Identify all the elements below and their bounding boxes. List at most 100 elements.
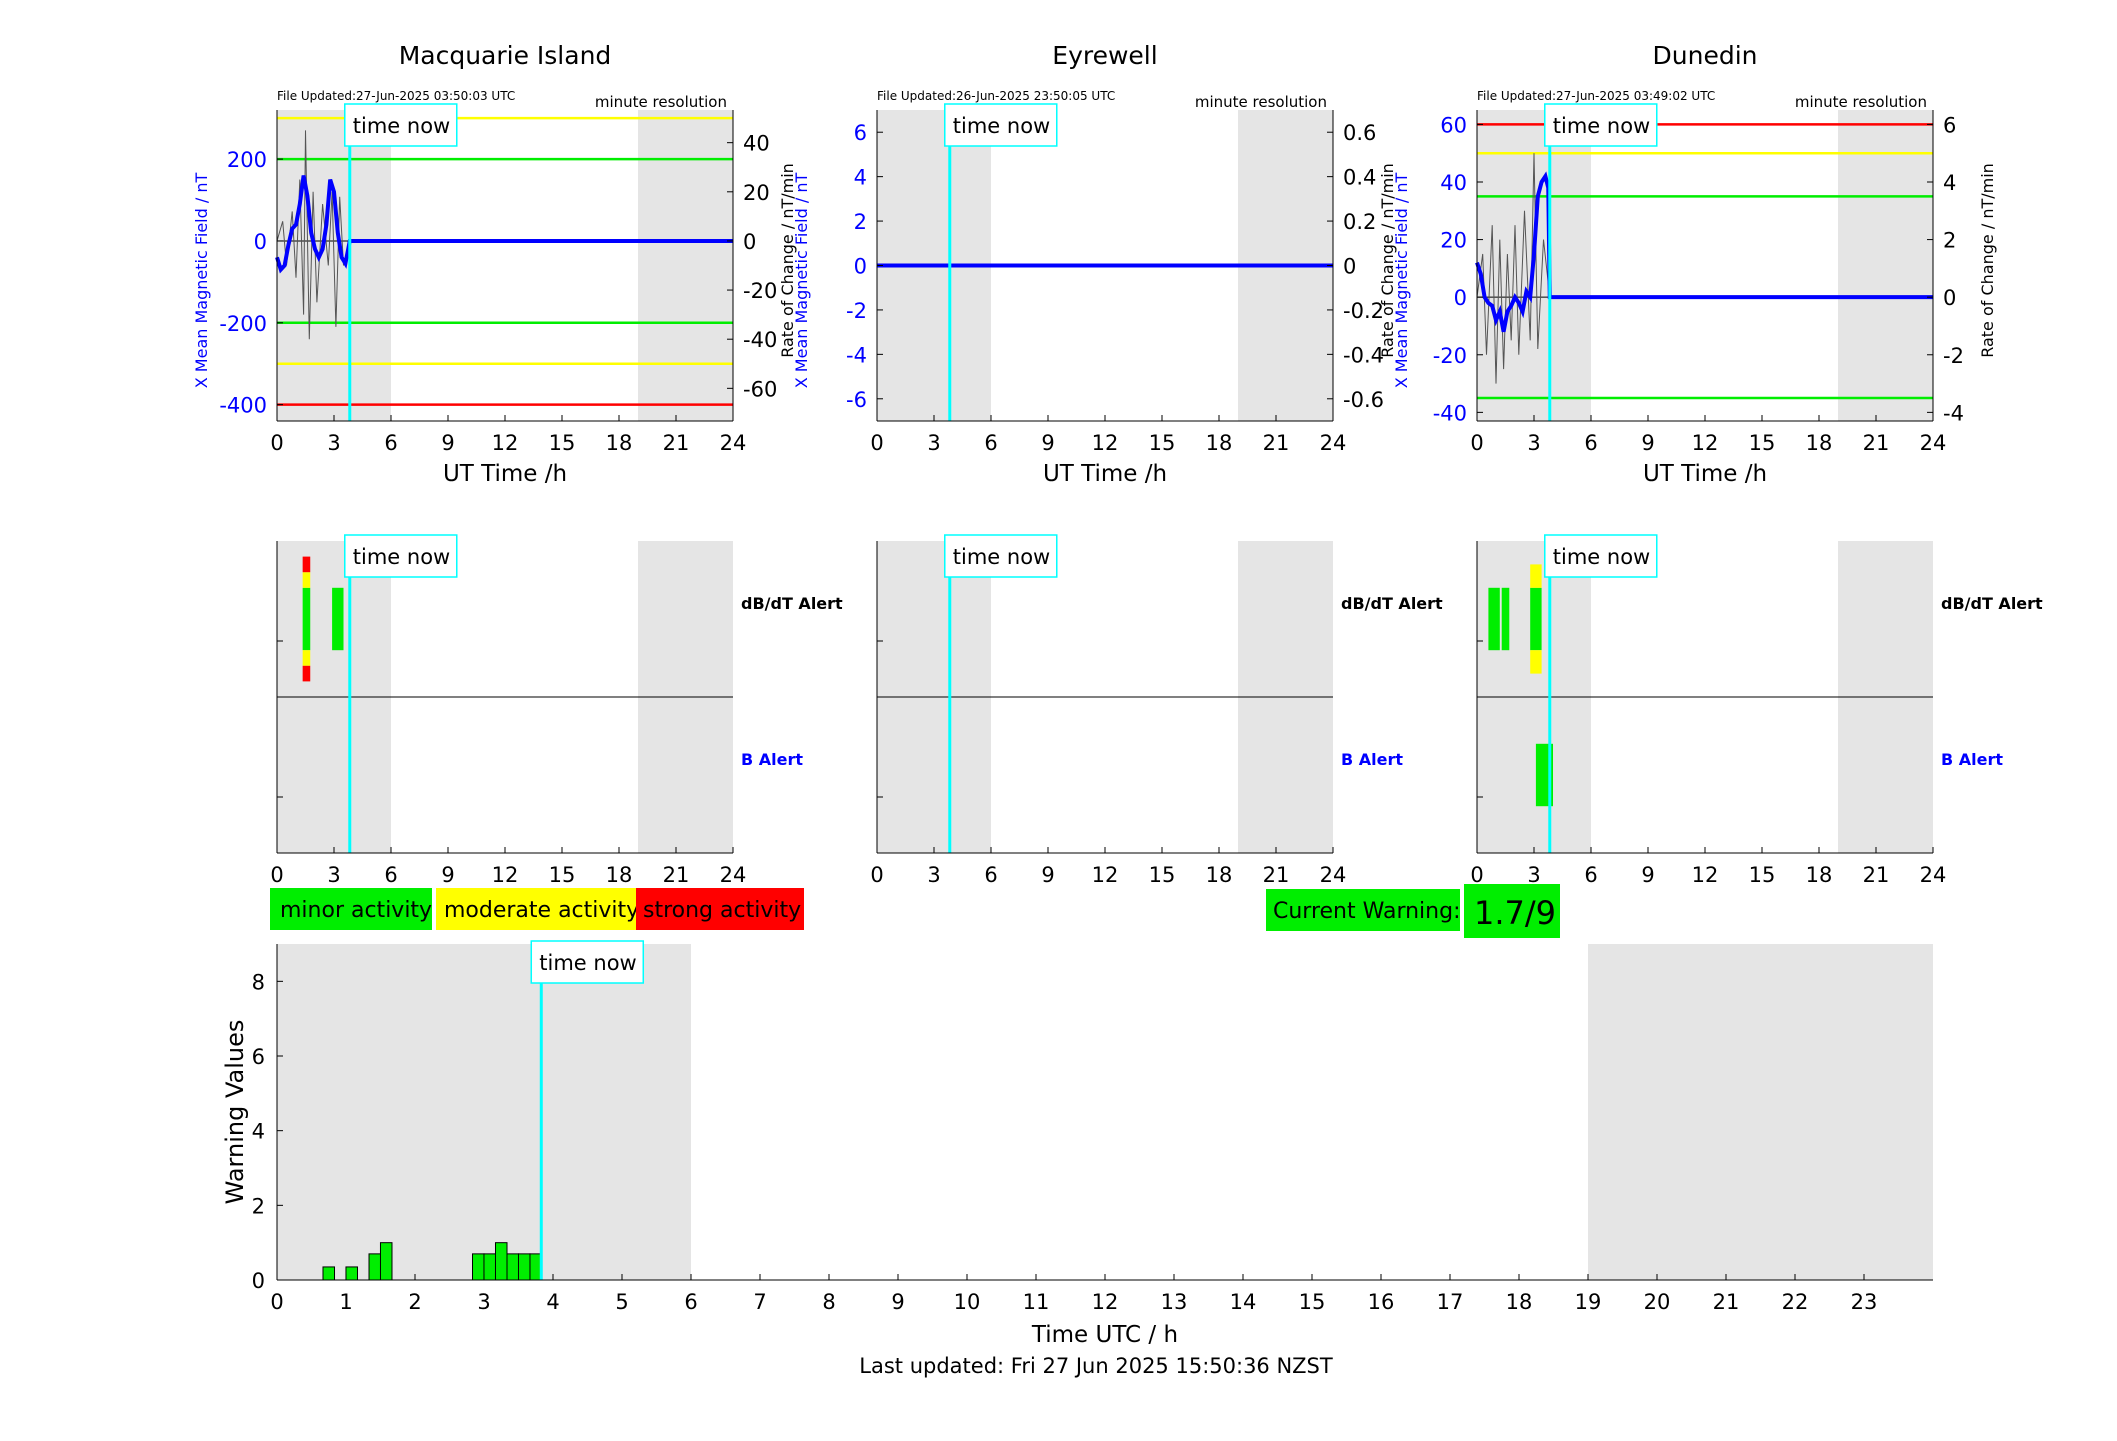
warning-x-tick-label-3: 3 <box>477 1290 490 1314</box>
y2-tick-label-3: 2 <box>1943 229 1956 253</box>
alert-time-now-box <box>1544 534 1658 578</box>
y-tick-label-2: 0 <box>254 230 267 254</box>
warning-x-tick-label-9: 9 <box>891 1290 904 1314</box>
x-tick-label-2: 6 <box>984 431 997 455</box>
warning-x-tick-label-17: 17 <box>1437 1290 1464 1314</box>
legend-minor-swatch <box>270 888 432 930</box>
alert-x-tick-label-2: 6 <box>1584 863 1597 887</box>
warning-bar-1 <box>345 1266 358 1281</box>
rate-series <box>276 130 733 340</box>
warning-bar-6 <box>494 1242 508 1281</box>
warning-bar-8 <box>517 1253 531 1281</box>
warning-x-tick-label-23: 23 <box>1851 1290 1878 1314</box>
dbdt-alert-block-1 <box>302 572 311 588</box>
alert-x-tick-label-1: 3 <box>927 863 940 887</box>
alert-x-tick-label-6: 18 <box>1206 863 1233 887</box>
warning-x-tick-label-7: 7 <box>753 1290 766 1314</box>
dbdt-alert-block-2 <box>302 556 311 573</box>
file-updated-text: File Updated:27-Jun-2025 03:50:03 UTC <box>277 89 515 103</box>
y-tick-label-3: 0 <box>854 255 867 279</box>
y-tick-label-4: 40 <box>1440 171 1467 195</box>
x-tick-label-4: 12 <box>1692 431 1719 455</box>
x-tick-label-8: 24 <box>1920 431 1947 455</box>
y2-tick-label-5: 6 <box>1943 113 1956 137</box>
alert-time-now-label: time now <box>953 545 1050 569</box>
warning-y-tick-label-3: 6 <box>252 1045 265 1069</box>
y-tick-label-1: -20 <box>1433 344 1467 368</box>
field-series <box>1475 171 1933 333</box>
warning-x-tick-label-20: 20 <box>1644 1290 1671 1314</box>
alert-panel-0: time now 0 3 6 9 12 15 18 21 24 dB/dT Alert B Alert <box>270 534 843 887</box>
warning-night-shade-1 <box>1588 944 1933 1280</box>
dbdt-alert-block-3 <box>1530 564 1542 588</box>
y2-tick-label-4: 0.2 <box>1343 210 1376 234</box>
x-tick-label-0: 0 <box>870 431 883 455</box>
field-series <box>275 175 733 274</box>
x-axis-label: UT Time /h <box>1643 461 1767 487</box>
b-alert-label: B Alert <box>1941 750 2003 769</box>
current-warning-value-box <box>1464 884 1560 938</box>
dbdt-alert-label: dB/dT Alert <box>741 594 843 613</box>
y2-tick-label-4: 4 <box>1943 171 1956 195</box>
resolution-text: minute resolution <box>595 93 727 111</box>
y-tick-label-3: 200 <box>227 148 267 172</box>
warning-x-tick-label-15: 15 <box>1299 1290 1326 1314</box>
warning-x-tick-label-10: 10 <box>954 1290 981 1314</box>
alert-x-tick-label-4: 12 <box>1692 863 1719 887</box>
dbdt-alert-block-1 <box>1501 587 1510 651</box>
alert-x-tick-label-1: 3 <box>327 863 340 887</box>
current-warning-label-box <box>1266 889 1460 931</box>
alert-x-tick-label-7: 21 <box>1263 863 1290 887</box>
y-axis-label: X Mean Magnetic Field / nT <box>192 173 211 389</box>
warning-x-tick-label-22: 22 <box>1782 1290 1809 1314</box>
warning-night-shade-0 <box>277 944 691 1280</box>
station-title: Macquarie Island <box>399 41 612 70</box>
y2-tick-label-2: 0 <box>1943 286 1956 310</box>
y-tick-label-1: -4 <box>846 343 867 367</box>
warning-x-tick-label-0: 0 <box>270 1290 283 1314</box>
x-tick-label-0: 0 <box>1470 431 1483 455</box>
warning-x-tick-label-19: 19 <box>1575 1290 1602 1314</box>
y-tick-label-4: 2 <box>854 210 867 234</box>
alert-time-now-label: time now <box>1553 545 1650 569</box>
y-tick-label-0: -6 <box>846 388 867 412</box>
x-tick-label-1: 3 <box>1527 431 1540 455</box>
warning-x-tick-label-11: 11 <box>1023 1290 1050 1314</box>
station-chart-0: Macquarie Island File Updated:27-Jun-2025… <box>192 41 797 487</box>
warning-bar-5 <box>483 1253 496 1281</box>
night-shade-1 <box>1838 110 1933 421</box>
legend-strong-swatch <box>636 888 804 930</box>
x-tick-label-7: 21 <box>663 431 690 455</box>
warning-x-tick-label-12: 12 <box>1092 1290 1119 1314</box>
alert-x-tick-label-1: 3 <box>1527 863 1540 887</box>
legend-strong-label: strong activity <box>643 898 801 923</box>
dbdt-alert-block-5 <box>332 587 344 651</box>
y2-tick-label-0: -60 <box>743 377 777 401</box>
alert-x-tick-label-6: 18 <box>606 863 633 887</box>
y2-tick-label-0: -4 <box>1943 401 1964 425</box>
file-updated-text: File Updated:26-Jun-2025 23:50:05 UTC <box>877 89 1115 103</box>
station-chart-1: Eyrewell File Updated:26-Jun-2025 23:50:0… <box>792 41 1397 487</box>
y2-tick-label-1: -2 <box>1943 344 1964 368</box>
legend-moderate-label: moderate activity <box>444 898 639 923</box>
warning-x-axis-label: Time UTC / h <box>1031 1322 1178 1348</box>
dbdt-alert-block-4 <box>1530 650 1542 674</box>
current-warning: Current Warning: 1.7/9 <box>1266 884 1560 938</box>
warning-y-tick-label-2: 4 <box>252 1120 265 1144</box>
current-warning-value: 1.7/9 <box>1474 894 1556 932</box>
rate-series <box>1476 153 1933 384</box>
alert-x-tick-label-8: 24 <box>1920 863 1947 887</box>
resolution-text: minute resolution <box>1195 93 1327 111</box>
time-now-box <box>344 103 458 147</box>
alert-x-tick-label-5: 15 <box>549 863 576 887</box>
dbdt-alert-label: dB/dT Alert <box>1941 594 2043 613</box>
y2-tick-label-0: -0.6 <box>1343 388 1384 412</box>
alert-x-tick-label-4: 12 <box>492 863 519 887</box>
x-tick-label-5: 15 <box>549 431 576 455</box>
x-tick-label-3: 9 <box>1041 431 1054 455</box>
alert-time-now-label: time now <box>353 545 450 569</box>
y2-tick-label-6: 0.6 <box>1343 121 1376 145</box>
warning-time-now-label: time now <box>539 951 636 975</box>
